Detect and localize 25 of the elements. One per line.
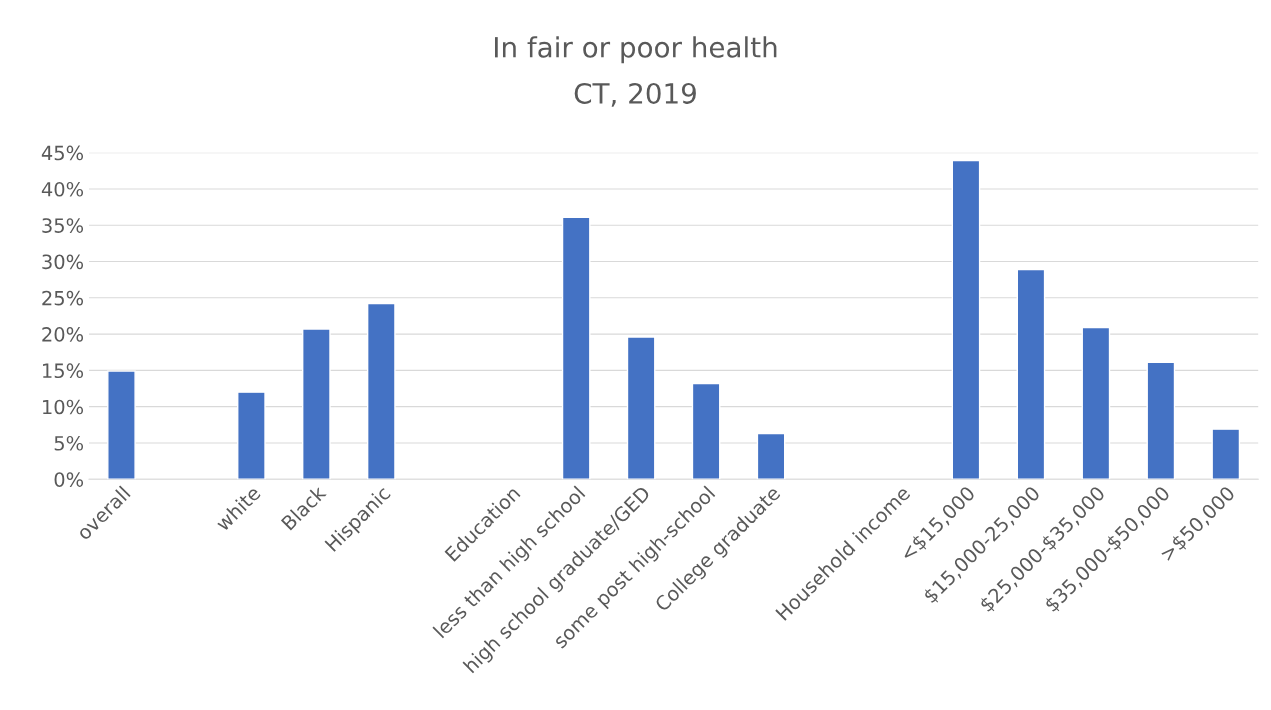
chart-subtitle: CT, 2019 [574, 82, 696, 107]
bar [1146, 361, 1176, 480]
bar [691, 382, 721, 480]
y-tick-label: 5% [54, 435, 84, 451]
y-tick-label: 35% [42, 218, 84, 233]
bar [237, 391, 266, 480]
bar [366, 302, 396, 480]
bar [756, 432, 786, 480]
bar [302, 328, 331, 480]
y-tick-label: 20% [42, 327, 84, 342]
bar [1211, 428, 1241, 480]
y-tick-label: 40% [41, 181, 84, 197]
bar [1016, 268, 1046, 480]
y-tick-label: 0% [54, 472, 84, 487]
bar [107, 370, 136, 480]
y-tick-label: 45% [41, 145, 84, 161]
bar [1081, 326, 1111, 480]
bar [951, 159, 981, 480]
y-tick-label: 10% [43, 399, 84, 415]
y-tick-label: 30% [42, 254, 84, 270]
chart-title: In fair or poor health [495, 36, 777, 64]
bar [626, 336, 656, 480]
y-tick-label: 25% [42, 290, 84, 306]
bar [561, 216, 591, 480]
y-tick-label: 15% [43, 363, 84, 379]
